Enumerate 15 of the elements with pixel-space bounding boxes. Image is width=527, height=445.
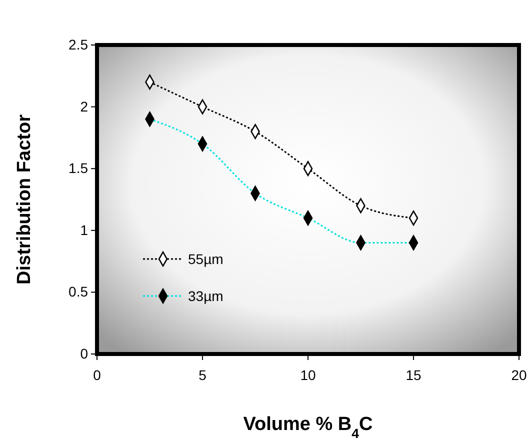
y-tick-label: 1.5 [68, 160, 88, 176]
y-tick-label: 2.5 [68, 36, 88, 52]
x-tick-label: 10 [300, 366, 316, 383]
x-tick-label: 20 [511, 366, 527, 383]
x-tick-label: 0 [93, 366, 102, 383]
legend-label: 33µm [188, 288, 224, 304]
x-axis-title: Volume % B$_{4}$C [243, 414, 374, 440]
y-tick-label: 2 [80, 98, 88, 114]
y-tick-label: 0 [80, 345, 88, 362]
y-tick-label: 0.5 [68, 284, 88, 300]
x-tick-label: 15 [406, 366, 422, 383]
legend-label: 55µm [188, 251, 224, 267]
y-axis-title: Distribution Factor [14, 114, 35, 284]
y-tick-label: 1 [80, 222, 88, 238]
x-tick-label: 5 [198, 366, 207, 383]
